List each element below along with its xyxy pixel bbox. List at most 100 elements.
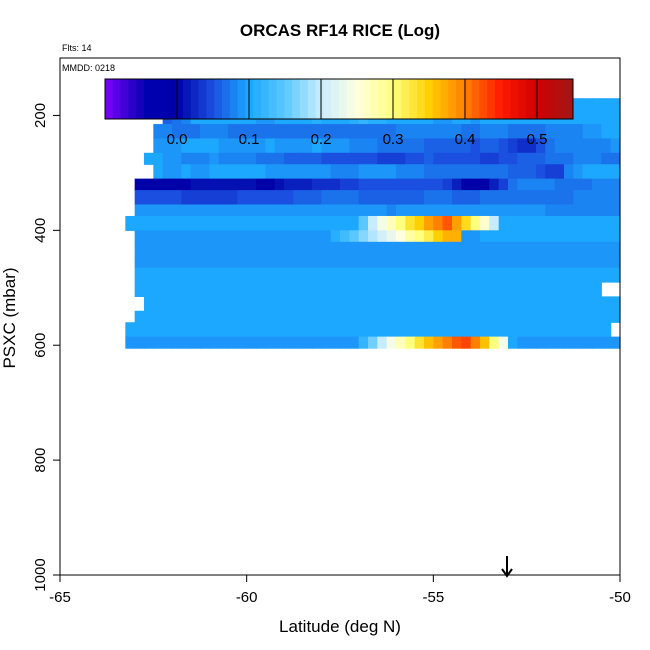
heatmap-cell (172, 322, 182, 338)
heatmap-cell (442, 267, 453, 283)
heatmap-cell (330, 152, 341, 165)
heatmap-cell (480, 322, 490, 338)
colorbar-segment (487, 79, 496, 119)
heatmap-cell (144, 215, 154, 231)
heatmap-cell (517, 204, 528, 217)
heatmap-cell (209, 164, 220, 180)
heatmap-cell (452, 230, 462, 243)
heatmap-cell (573, 230, 584, 243)
heatmap-cell (321, 215, 332, 231)
heatmap-cell (508, 164, 518, 180)
heatmap-cell (256, 124, 266, 140)
heatmap-cell (498, 241, 509, 257)
heatmap-cell (480, 267, 490, 283)
heatmap-cell (610, 256, 621, 269)
heatmap-cell (396, 336, 406, 349)
heatmap-cell (582, 215, 593, 231)
y-axis: 200 400 600 800 1000 (32, 103, 60, 592)
heatmap-cell (498, 336, 509, 349)
heatmap-cell (358, 282, 369, 297)
heatmap-cell (564, 178, 574, 191)
heatmap-cell (218, 322, 229, 338)
x-axis: -65 -60 -55 -50 (49, 575, 631, 606)
heatmap-cell (610, 241, 621, 257)
heatmap-cell (190, 336, 201, 349)
heatmap-cell (396, 296, 406, 312)
heatmap-cell (405, 241, 416, 257)
heatmap-cell (358, 215, 369, 231)
heatmap-cell (424, 282, 434, 297)
heatmap-cell (545, 282, 556, 297)
heatmap-cell (424, 322, 434, 338)
heatmap-cell (200, 267, 210, 283)
heatmap-cell (190, 230, 201, 243)
heatmap-cell (554, 282, 565, 297)
heatmap-cell (358, 164, 369, 180)
heatmap-cell (228, 256, 238, 269)
heatmap-cell (573, 190, 584, 206)
heatmap-cell (424, 241, 434, 257)
heatmap-cell (153, 204, 164, 217)
heatmap-cell (424, 256, 434, 269)
heatmap-cell (293, 164, 304, 180)
heatmap-cell (340, 215, 350, 231)
heatmap-cell (274, 138, 285, 154)
heatmap-cell (433, 230, 444, 243)
heatmap-cell (461, 322, 472, 338)
heatmap-cell (153, 124, 164, 140)
heatmap-cell (610, 310, 621, 323)
heatmap-cell (536, 215, 546, 231)
heatmap-cell (470, 336, 481, 349)
heatmap-cell (274, 256, 285, 269)
heatmap-cell (508, 138, 518, 154)
heatmap-cell (293, 204, 304, 217)
heatmap-cell (293, 138, 304, 154)
colorbar-segment (315, 79, 324, 119)
heatmap-cell (368, 152, 378, 165)
heatmap-cell (601, 152, 612, 165)
heatmap-cell (246, 322, 257, 338)
heatmap-cell (228, 124, 238, 140)
heatmap-cell (396, 164, 406, 180)
heatmap-cell (228, 322, 238, 338)
heatmap-cell (284, 267, 294, 283)
heatmap-cell (433, 322, 444, 338)
heatmap-cell (489, 256, 500, 269)
heatmap-cell (564, 267, 574, 283)
heatmap-cell (601, 164, 612, 180)
heatmap-cell (582, 310, 593, 323)
heatmap-cell (377, 336, 388, 349)
colorbar-segment (456, 79, 465, 119)
flights-note: Flts: 14 (62, 43, 92, 53)
heatmap-cell (368, 178, 378, 191)
heatmap-cell (284, 336, 294, 349)
heatmap-cell (302, 336, 313, 349)
heatmap-cell (302, 241, 313, 257)
heatmap-cell (293, 124, 304, 140)
heatmap-cell (470, 190, 481, 206)
heatmap-cell (470, 267, 481, 283)
heatmap-cell (470, 296, 481, 312)
heatmap-cell (181, 310, 192, 323)
arrow-marker (501, 556, 513, 578)
heatmap-cell (274, 204, 285, 217)
heatmap-cell (340, 310, 350, 323)
heatmap-cell (181, 204, 192, 217)
heatmap-cell (293, 215, 304, 231)
heatmap-cell (349, 336, 360, 349)
heatmap-cell (256, 322, 266, 338)
heatmap-cell (480, 310, 490, 323)
heatmap-cell (610, 98, 621, 114)
heatmap-cell (349, 215, 360, 231)
heatmap-cell (330, 322, 341, 338)
heatmap-cell (340, 152, 350, 165)
heatmap-cell (405, 296, 416, 312)
heatmap-cell (144, 204, 154, 217)
heatmap-cell (358, 124, 369, 140)
heatmap-cell (564, 310, 574, 323)
heatmap-cell (377, 152, 388, 165)
heatmap-cell (517, 124, 528, 140)
heatmap-cell (209, 310, 220, 323)
heatmap-cell (274, 336, 285, 349)
heatmap-cell (153, 336, 164, 349)
